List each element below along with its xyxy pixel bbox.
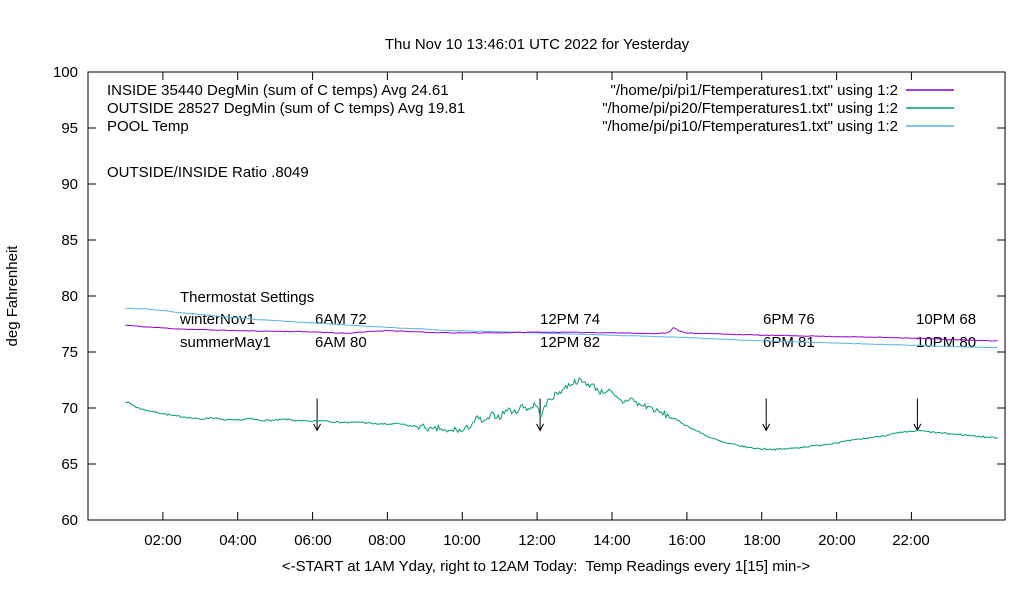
time-marker-arrow [762, 398, 771, 432]
legend-label: "/home/pi/pi1/Ftemperatures1.txt" using … [611, 82, 898, 99]
annotation-inside: INSIDE 35440 DegMin (sum of C temps) Avg… [107, 82, 449, 99]
thermostat-header: Thermostat Settings [180, 289, 314, 306]
annotation-ratio: OUTSIDE/INSIDE Ratio .8049 [107, 164, 309, 181]
annotation-outside: OUTSIDE 28527 DegMin (sum of C temps) Av… [107, 100, 465, 117]
x-tick-label: 14:00 [593, 532, 631, 549]
annotation-pool: POOL Temp [107, 118, 189, 135]
axes [87, 71, 1006, 521]
x-tick-label: 04:00 [219, 532, 257, 549]
thermostat-cell: summerMay1 [180, 334, 271, 351]
series-inside [125, 324, 998, 342]
thermostat-cell: 12PM 74 [540, 311, 600, 328]
x-tick-label: 06:00 [294, 532, 332, 549]
time-marker-arrow [313, 398, 322, 432]
legend-label: "/home/pi/pi20/Ftemperatures1.txt" using… [602, 100, 898, 117]
thermostat-cell: 6AM 80 [315, 334, 367, 351]
thermostat-cell: 6PM 81 [763, 334, 815, 351]
y-tick-label: 90 [61, 176, 78, 193]
thermostat-cell: 10PM 80 [916, 334, 976, 351]
x-tick-label: 18:00 [743, 532, 781, 549]
y-axis-label: deg Fahrenheit [4, 245, 21, 347]
thermostat-cell: 6PM 76 [763, 311, 815, 328]
x-tick-label: 20:00 [818, 532, 856, 549]
y-tick-label: 60 [61, 512, 78, 529]
x-tick-label: 02:00 [144, 532, 182, 549]
series-pool [125, 307, 998, 349]
y-tick-label: 85 [61, 232, 78, 249]
thermostat-cell: 12PM 82 [540, 334, 600, 351]
x-tick-label: 22:00 [892, 532, 930, 549]
chart-title: Thu Nov 10 13:46:01 UTC 2022 for Yesterd… [385, 36, 690, 53]
x-tick-label: 16:00 [668, 532, 706, 549]
y-tick-label: 75 [61, 344, 78, 361]
legend-label: "/home/pi/pi10/Ftemperatures1.txt" using… [602, 118, 898, 135]
y-tick-label: 95 [61, 120, 78, 137]
series-outside [125, 377, 998, 451]
y-tick-label: 65 [61, 456, 78, 473]
time-marker-arrow [913, 398, 922, 432]
x-tick-label: 12:00 [518, 532, 556, 549]
x-tick-label: 10:00 [443, 532, 481, 549]
y-tick-label: 70 [61, 400, 78, 417]
y-tick-label: 80 [61, 288, 78, 305]
plot-drawing-layer [87, 71, 1006, 521]
thermostat-cell: winterNov1 [179, 311, 255, 328]
thermostat-cell: 10PM 68 [916, 311, 976, 328]
x-axis-label: <-START at 1AM Yday, right to 12AM Today… [282, 558, 811, 575]
x-tick-label: 08:00 [368, 532, 406, 549]
y-tick-label: 100 [53, 64, 78, 81]
